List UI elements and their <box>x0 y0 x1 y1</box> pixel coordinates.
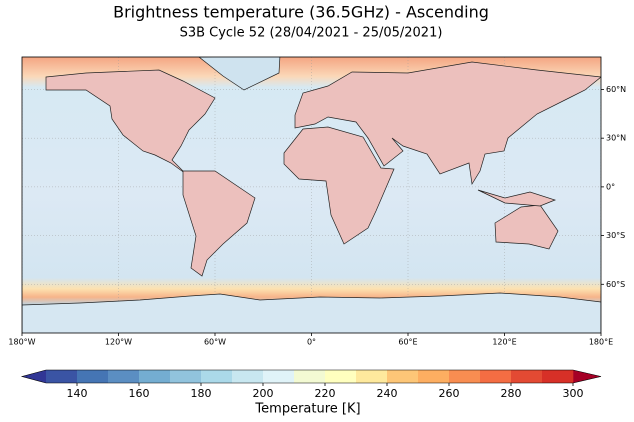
y-tick-label: 30°S <box>606 231 625 240</box>
colorbar-label: Temperature [K] <box>254 402 360 417</box>
colorbar-band <box>418 370 450 383</box>
australia <box>494 204 559 250</box>
colorbar-extension <box>573 370 601 383</box>
x-tick-label: 180°E <box>589 338 613 347</box>
y-tick-label: 60°S <box>606 280 625 289</box>
subtitle: S3B Cycle 52 (28/04/2021 - 25/05/2021) <box>180 26 443 41</box>
indonesia <box>477 189 557 207</box>
colorbar-band <box>46 370 78 383</box>
colorbar-band <box>449 370 481 383</box>
colorbar-band <box>356 370 388 383</box>
colorbar-tick-label: 280 <box>501 387 522 400</box>
colorbar-tick-label: 240 <box>377 387 398 400</box>
eurasia <box>294 61 601 186</box>
colorbar-tick-label: 300 <box>563 387 584 400</box>
colorbar-extension <box>22 370 46 383</box>
y-tick-label: 0° <box>606 182 615 191</box>
colorbar-band <box>325 370 357 383</box>
colorbar-band <box>542 370 574 383</box>
colorbar-tick-label: 160 <box>129 387 150 400</box>
colorbar-tick-label: 140 <box>67 387 88 400</box>
x-tick-label: 0° <box>307 338 316 347</box>
title: Brightness temperature (36.5GHz) - Ascen… <box>113 3 489 22</box>
south-america <box>182 170 256 277</box>
antarctica <box>22 292 601 333</box>
x-tick-label: 120°E <box>492 338 516 347</box>
x-tick-label: 60°E <box>398 338 417 347</box>
colorbar-band <box>77 370 109 383</box>
colorbar-tick-label: 200 <box>253 387 274 400</box>
colorbar-tick-label: 220 <box>315 387 336 400</box>
greenland <box>198 57 281 91</box>
colorbar-band <box>170 370 202 383</box>
map <box>22 57 601 333</box>
x-tick-label: 120°W <box>105 338 132 347</box>
colorbar-band <box>201 370 233 383</box>
colorbar-band <box>480 370 512 383</box>
land <box>22 57 601 333</box>
colorbar-band <box>108 370 140 383</box>
colorbar-band <box>511 370 543 383</box>
colorbar-band <box>263 370 295 383</box>
y-tick-label: 30°N <box>606 134 626 143</box>
x-tick-label: 60°W <box>204 338 226 347</box>
colorbar-band <box>139 370 171 383</box>
africa <box>283 126 395 245</box>
x-tick-label: 180°W <box>8 338 35 347</box>
colorbar-tick-label: 260 <box>439 387 460 400</box>
colorbar-band <box>387 370 419 383</box>
colorbar-band <box>294 370 326 383</box>
colorbar-band <box>232 370 264 383</box>
colorbar-tick-label: 180 <box>191 387 212 400</box>
y-tick-label: 60°N <box>606 85 626 94</box>
